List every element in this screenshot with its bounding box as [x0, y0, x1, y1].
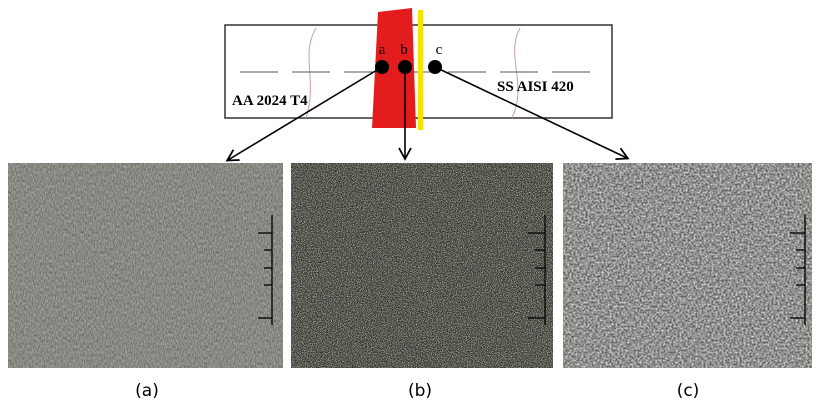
panel-caption: (c): [677, 381, 700, 401]
panel-caption: (b): [408, 381, 432, 401]
point-label: b: [400, 42, 408, 58]
figure: a b c AA 2024 T4 SS AISI 420: [0, 0, 818, 403]
panel-caption: (a): [135, 381, 159, 401]
micrograph: [8, 163, 283, 368]
point-label: c: [436, 42, 443, 58]
weld-schematic: a b c AA 2024 T4 SS AISI 420: [225, 8, 627, 160]
image-texture: [563, 163, 812, 368]
micrograph: [291, 163, 553, 368]
micrograph: [563, 163, 812, 368]
point-label: a: [379, 42, 386, 58]
material-label: SS AISI 420: [497, 79, 574, 95]
image-texture: [8, 163, 283, 368]
material-label: AA 2024 T4: [232, 93, 308, 109]
interface-line: [418, 10, 423, 130]
image-texture: [291, 163, 553, 368]
